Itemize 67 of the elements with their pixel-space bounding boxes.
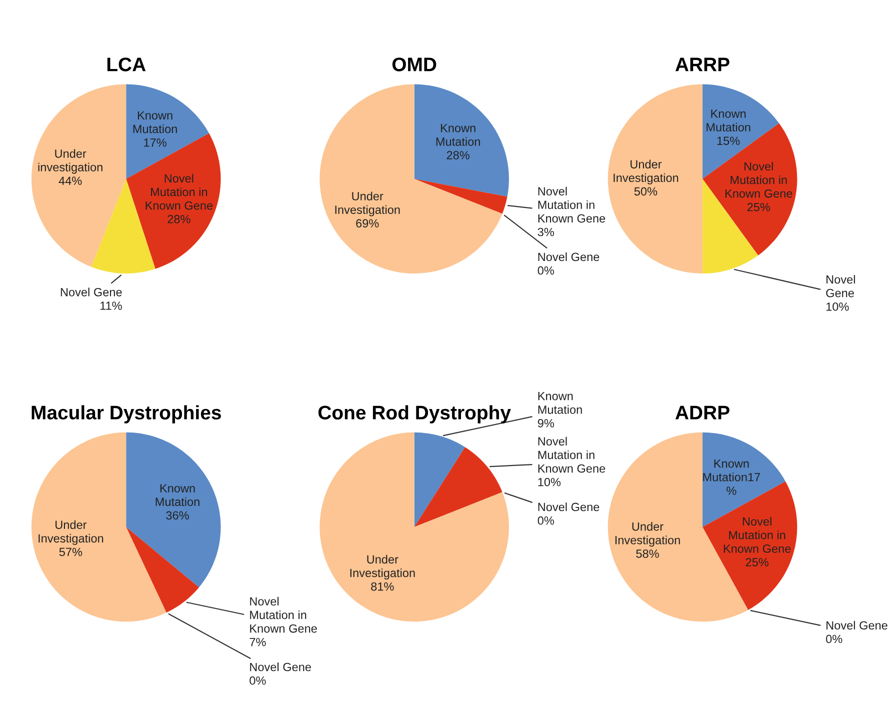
slice-label: Known Mutation (706, 110, 750, 132)
text: 0% (250, 676, 266, 685)
pie-slice (702, 481, 798, 610)
data-label: 28% (446, 151, 470, 160)
data-label: 7% (250, 638, 266, 646)
chart-title: Macular Dystrophies (32, 405, 221, 424)
data-label: 9% (538, 419, 554, 428)
data-label: 28% (168, 214, 190, 224)
slice-label: Under Investigation (350, 554, 415, 580)
slice-label: Under Investigation (614, 160, 678, 184)
slice-label: Under Investigation (615, 522, 680, 547)
pie-slice (702, 432, 786, 528)
pie-slice (126, 527, 200, 613)
slice-label: Novel Mutation in Known Gene (725, 162, 792, 198)
slice-label: Under Investigation (38, 520, 104, 545)
pie-slice (608, 84, 703, 274)
pie-slice (702, 123, 798, 256)
slice-label: Known Mutation (156, 484, 200, 506)
category-label: Novel Gene (538, 252, 600, 262)
slice-label: Known Mutation (538, 392, 582, 414)
data-label: 57% (59, 548, 82, 556)
data-label: 69% (356, 219, 379, 228)
pie-slice (414, 178, 508, 214)
pie-slice (126, 432, 221, 588)
pie-slice (414, 447, 502, 528)
data-label: 3% (538, 228, 554, 236)
slice-label: Novel Mutation in Known Gene (724, 516, 791, 553)
slice-label: Novel Mutation in Known Gene (538, 436, 606, 473)
slice-label: Under investigation (38, 149, 102, 174)
text: 0% (826, 634, 842, 644)
slice-label: Known Mutation (436, 124, 480, 146)
category-label: Novel Gene (826, 620, 888, 630)
slice-label: Under Investigation (335, 192, 400, 216)
slice-label: Novel Mutation in Known Gene (250, 596, 317, 633)
text: 0% (538, 266, 554, 275)
data-label: 36% (166, 511, 189, 520)
slice-label: Novel Mutation in Known Gene (538, 186, 606, 223)
data-label: 25% (747, 202, 770, 212)
chart-title: ARRP (675, 58, 730, 72)
chart-title: LCA (107, 58, 146, 72)
data-label: 44% (58, 176, 82, 185)
data-label: 81% (371, 582, 394, 591)
data-label: 17% (144, 138, 166, 147)
data-label: 10% (826, 302, 849, 311)
pie-slice (126, 133, 221, 269)
slice-label: Novel Gene (60, 288, 122, 296)
data-label: 15% (717, 136, 740, 145)
category-label: Novel Gene (538, 502, 600, 512)
category-label: Novel Gene (250, 662, 311, 672)
chart-title: ADRP (675, 406, 730, 420)
slice-label: Known Mutation (133, 111, 177, 134)
data-label: 50% (634, 187, 658, 196)
text: 0% (538, 516, 554, 525)
pie-slice (320, 84, 502, 274)
data-label: 11% (100, 302, 122, 310)
chart-title: OMD (392, 58, 436, 72)
pie-slice (31, 84, 126, 267)
text: Cone Rod Dystrophy (318, 405, 511, 424)
data-label: 25% (746, 558, 768, 566)
pie-slice (414, 84, 509, 197)
pie-slice (320, 432, 509, 622)
pie-slice (414, 432, 466, 528)
slice-label: Known Mutation17 % (703, 459, 760, 495)
slice-label: Novel Gene (826, 275, 855, 298)
slice-label: Novel Mutation in Known Gene (146, 174, 213, 210)
data-label: 58% (636, 550, 659, 558)
data-label: 10% (538, 478, 561, 486)
